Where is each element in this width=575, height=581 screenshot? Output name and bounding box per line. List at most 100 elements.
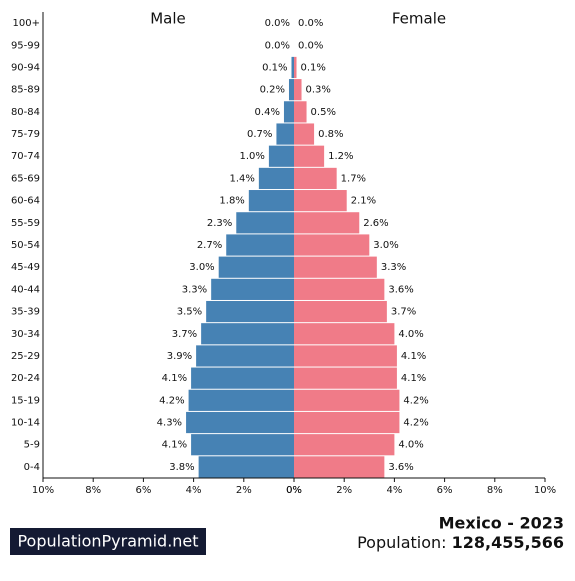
bar bbox=[268, 145, 294, 167]
age-label: 5-9 bbox=[24, 440, 40, 451]
bar bbox=[191, 434, 294, 456]
age-label: 65-69 bbox=[11, 173, 40, 184]
bar bbox=[288, 79, 294, 101]
value-label: 1.8% bbox=[219, 196, 244, 207]
age-label: 15-19 bbox=[11, 395, 40, 406]
female-header: Female bbox=[392, 10, 446, 28]
bar bbox=[294, 123, 315, 145]
value-label: 3.3% bbox=[381, 262, 406, 273]
value-label: 0.2% bbox=[260, 85, 285, 96]
value-label: 0.8% bbox=[318, 129, 343, 140]
bar bbox=[294, 323, 395, 345]
value-label: 2.1% bbox=[351, 196, 376, 207]
bar bbox=[294, 256, 377, 278]
value-label: 3.7% bbox=[391, 307, 416, 318]
bar bbox=[201, 323, 294, 345]
age-label: 90-94 bbox=[11, 62, 40, 73]
bar bbox=[294, 101, 307, 123]
value-label: 2.7% bbox=[197, 240, 222, 251]
value-label: 0.7% bbox=[247, 129, 272, 140]
bar bbox=[196, 345, 294, 367]
value-label: 4.0% bbox=[398, 440, 423, 451]
brand-box bbox=[10, 528, 206, 555]
age-label: 85-89 bbox=[11, 85, 40, 96]
population-line: Population: 128,455,566 bbox=[357, 533, 564, 552]
bar bbox=[291, 56, 294, 79]
age-label: 100+ bbox=[13, 18, 40, 29]
age-label: 75-79 bbox=[11, 129, 40, 140]
bar bbox=[191, 367, 294, 389]
age-label: 25-29 bbox=[11, 351, 40, 362]
bar bbox=[211, 278, 294, 300]
x-tick-label: 2% bbox=[236, 485, 252, 496]
value-label: 4.2% bbox=[159, 395, 184, 406]
bar bbox=[248, 190, 294, 212]
value-label: 0.0% bbox=[265, 18, 290, 29]
value-label: 4.2% bbox=[403, 418, 428, 429]
bar bbox=[294, 278, 385, 300]
bar bbox=[294, 434, 395, 456]
value-label: 0.3% bbox=[306, 85, 331, 96]
x-tick-label: 10% bbox=[32, 485, 54, 496]
bar bbox=[294, 367, 397, 389]
bar bbox=[198, 456, 294, 478]
x-tick-label: 10% bbox=[534, 485, 556, 496]
age-label: 55-59 bbox=[11, 218, 40, 229]
value-label: 4.0% bbox=[398, 329, 423, 340]
value-label: 3.3% bbox=[182, 284, 207, 295]
value-label: 3.6% bbox=[388, 284, 413, 295]
bar bbox=[294, 167, 337, 190]
x-tick-label: 8% bbox=[487, 485, 503, 496]
value-label: 3.5% bbox=[177, 307, 202, 318]
age-label: 40-44 bbox=[11, 284, 40, 295]
x-tick-label: 0% bbox=[286, 485, 302, 496]
value-label: 4.1% bbox=[162, 440, 187, 451]
value-label: 1.2% bbox=[328, 151, 353, 162]
age-label: 45-49 bbox=[11, 262, 40, 273]
bar bbox=[294, 56, 297, 79]
bar bbox=[294, 234, 370, 256]
population-label: Population: bbox=[357, 533, 446, 552]
value-label: 3.0% bbox=[189, 262, 214, 273]
bar bbox=[294, 79, 302, 101]
value-label: 4.1% bbox=[162, 373, 187, 384]
population: 128,455,566 bbox=[452, 533, 564, 552]
bar bbox=[294, 212, 360, 234]
bar bbox=[294, 389, 400, 411]
bar bbox=[294, 345, 397, 367]
bar bbox=[206, 300, 294, 323]
value-label: 3.6% bbox=[388, 462, 413, 473]
value-label: 0.0% bbox=[298, 18, 323, 29]
age-label: 35-39 bbox=[11, 307, 40, 318]
x-tick-label: 4% bbox=[186, 485, 202, 496]
bar bbox=[276, 123, 294, 145]
age-label: 10-14 bbox=[11, 418, 40, 429]
age-label: 70-74 bbox=[11, 151, 40, 162]
bar bbox=[188, 389, 294, 411]
age-label: 60-64 bbox=[11, 196, 40, 207]
age-label: 80-84 bbox=[11, 107, 40, 118]
bar bbox=[294, 300, 387, 323]
value-label: 0.0% bbox=[298, 40, 323, 51]
value-label: 4.1% bbox=[401, 351, 426, 362]
value-label: 4.1% bbox=[401, 373, 426, 384]
age-label: 0-4 bbox=[24, 462, 40, 473]
value-label: 0.0% bbox=[265, 40, 290, 51]
bar bbox=[294, 411, 400, 434]
x-tick-label: 2% bbox=[336, 485, 352, 496]
value-label: 0.1% bbox=[262, 62, 287, 73]
value-label: 3.9% bbox=[167, 351, 192, 362]
bar bbox=[226, 234, 294, 256]
value-label: 1.7% bbox=[341, 173, 366, 184]
bar bbox=[294, 145, 325, 167]
brand: PopulationPyramid.net bbox=[17, 532, 198, 551]
x-tick-label: 6% bbox=[437, 485, 453, 496]
age-label: 95-99 bbox=[11, 40, 40, 51]
value-label: 1.0% bbox=[239, 151, 264, 162]
x-tick-label: 0% bbox=[286, 485, 302, 496]
value-label: 3.8% bbox=[169, 462, 194, 473]
x-tick-label: 8% bbox=[85, 485, 101, 496]
bar bbox=[236, 212, 294, 234]
age-label: 30-34 bbox=[11, 329, 40, 340]
